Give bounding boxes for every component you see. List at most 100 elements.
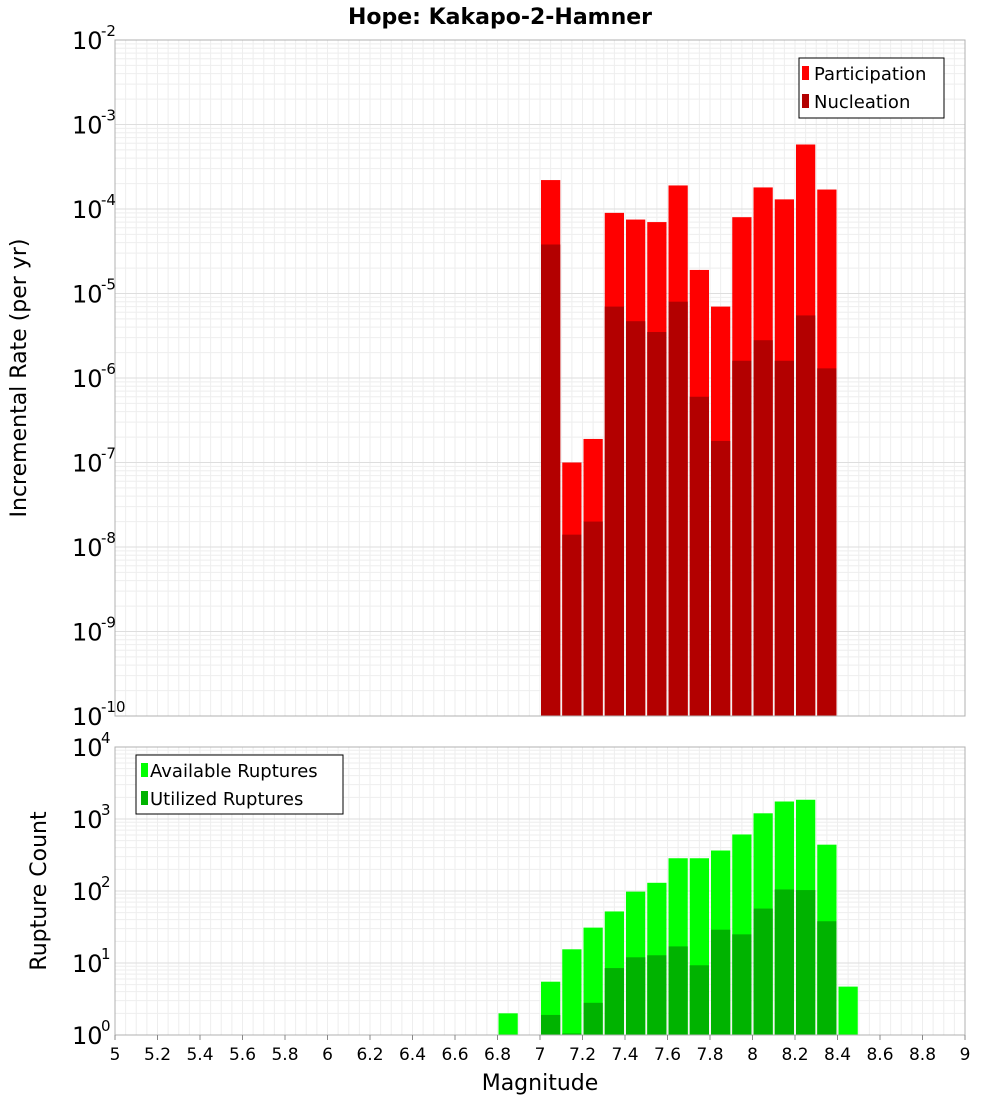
nucleation-bar bbox=[668, 301, 688, 716]
legend-label-nucleation: Nucleation bbox=[814, 92, 910, 113]
y-tick-exponent: -10 bbox=[101, 698, 126, 716]
y-tick-label: 10 bbox=[72, 27, 103, 55]
x-tick-label: 7.8 bbox=[696, 1045, 723, 1065]
count-legend: Available Ruptures Utilized Ruptures bbox=[135, 754, 344, 815]
y-tick-label: 10 bbox=[72, 1022, 103, 1050]
y-tick-exponent: -5 bbox=[101, 276, 116, 294]
nucleation-bar bbox=[753, 340, 773, 716]
x-tick-label: 5.2 bbox=[144, 1045, 171, 1065]
utilized-ruptures-bar bbox=[604, 968, 624, 1035]
utilized-ruptures-bar bbox=[562, 1033, 582, 1035]
x-tick-label: 6 bbox=[322, 1045, 333, 1065]
x-tick-label: 6.2 bbox=[356, 1045, 383, 1065]
x-tick-label: 8.6 bbox=[866, 1045, 893, 1065]
rate-grid bbox=[114, 40, 966, 717]
nucleation-bar bbox=[647, 332, 667, 716]
y-tick-label: 10 bbox=[72, 950, 103, 978]
available-ruptures-bar bbox=[498, 1013, 518, 1035]
utilized-ruptures-bar bbox=[774, 889, 794, 1035]
rate-bars bbox=[541, 144, 837, 717]
y-tick-label: 10 bbox=[72, 281, 103, 309]
count-bars bbox=[498, 799, 858, 1035]
y-tick-label: 10 bbox=[72, 112, 103, 140]
x-tick-label: 8.8 bbox=[909, 1045, 936, 1065]
x-tick-label: 7 bbox=[535, 1045, 546, 1065]
y-tick-label: 10 bbox=[72, 534, 103, 562]
y-tick-exponent: -8 bbox=[101, 529, 116, 547]
y-tick-exponent: -3 bbox=[101, 107, 116, 125]
legend-label-available: Available Ruptures bbox=[150, 761, 318, 782]
y-tick-exponent: -4 bbox=[101, 191, 116, 209]
nucleation-bar bbox=[732, 360, 752, 716]
y-tick-exponent: 2 bbox=[101, 873, 111, 891]
rate-plot-frame bbox=[114, 39, 966, 717]
y-tick-exponent: 0 bbox=[101, 1017, 111, 1035]
y-tick-exponent: -6 bbox=[101, 360, 116, 378]
legend-swatch-available bbox=[141, 763, 148, 777]
y-tick-exponent: -9 bbox=[101, 614, 116, 632]
nucleation-bar bbox=[796, 315, 816, 716]
utilized-ruptures-bar bbox=[668, 946, 688, 1035]
y-tick-exponent: 3 bbox=[101, 801, 111, 819]
x-tick-label: 7.2 bbox=[569, 1045, 596, 1065]
nucleation-bar bbox=[604, 306, 624, 716]
utilized-ruptures-bar bbox=[732, 934, 752, 1035]
y-tick-exponent: 1 bbox=[101, 945, 111, 963]
y-tick-exponent: -2 bbox=[101, 22, 116, 40]
y-tick-label: 10 bbox=[72, 734, 103, 762]
nucleation-bar bbox=[711, 440, 731, 716]
available-ruptures-bar bbox=[838, 986, 858, 1035]
nucleation-bar bbox=[541, 244, 561, 716]
utilized-ruptures-bar bbox=[583, 1002, 603, 1035]
x-tick-label: 9 bbox=[960, 1045, 971, 1065]
legend-swatch-utilized bbox=[141, 791, 148, 805]
y-tick-label: 10 bbox=[72, 365, 103, 393]
legend-label-participation: Participation bbox=[814, 64, 926, 85]
utilized-ruptures-bar bbox=[711, 929, 731, 1035]
y-tick-exponent: 4 bbox=[101, 729, 111, 747]
x-tick-label: 5.4 bbox=[186, 1045, 213, 1065]
count-y-axis-label: Rupture Count bbox=[27, 811, 52, 971]
rate-y-axis-label: Incremental Rate (per yr) bbox=[7, 239, 32, 518]
x-tick-label: 8.4 bbox=[824, 1045, 851, 1065]
rate-legend: Participation Nucleation bbox=[798, 57, 945, 119]
x-ticks: 5 5.2 5.4 5.6 5.8 6 6.2 6.4 6.6 6.8 7 7.2 7.4 7.6 7.8 8… bbox=[110, 1035, 971, 1065]
utilized-ruptures-bar bbox=[796, 890, 816, 1035]
utilized-ruptures-bar bbox=[753, 908, 773, 1035]
x-tick-label: 5.8 bbox=[271, 1045, 298, 1065]
x-tick-label: 5.6 bbox=[229, 1045, 256, 1065]
y-tick-label: 10 bbox=[72, 703, 103, 731]
x-tick-label: 6.8 bbox=[484, 1045, 511, 1065]
utilized-ruptures-bar bbox=[817, 921, 837, 1035]
x-tick-label: 8 bbox=[747, 1045, 758, 1065]
y-tick-exponent: -7 bbox=[101, 445, 116, 463]
x-tick-label: 7.6 bbox=[654, 1045, 681, 1065]
nucleation-bar bbox=[817, 368, 837, 716]
x-tick-label: 8.2 bbox=[781, 1045, 808, 1065]
legend-swatch-nucleation bbox=[802, 94, 809, 108]
nucleation-bar bbox=[774, 360, 794, 716]
utilized-ruptures-bar bbox=[626, 957, 646, 1035]
y-tick-label: 10 bbox=[72, 196, 103, 224]
y-tick-label: 10 bbox=[72, 878, 103, 906]
utilized-ruptures-bar bbox=[689, 965, 709, 1035]
legend-swatch-participation bbox=[802, 66, 809, 80]
x-tick-label: 6.6 bbox=[441, 1045, 468, 1065]
y-tick-label: 10 bbox=[72, 450, 103, 478]
chart-title: Hope: Kakapo-2-Hamner bbox=[348, 5, 652, 30]
y-tick-label: 10 bbox=[72, 619, 103, 647]
nucleation-bar bbox=[626, 321, 646, 716]
utilized-ruptures-bar bbox=[541, 1014, 561, 1035]
available-ruptures-bar bbox=[562, 949, 582, 1035]
x-tick-label: 5 bbox=[110, 1045, 121, 1065]
legend-label-utilized: Utilized Ruptures bbox=[150, 789, 303, 810]
x-tick-label: 6.4 bbox=[399, 1045, 426, 1065]
nucleation-bar bbox=[689, 396, 709, 716]
utilized-ruptures-bar bbox=[647, 955, 667, 1035]
x-axis-label: Magnitude bbox=[482, 1071, 599, 1096]
